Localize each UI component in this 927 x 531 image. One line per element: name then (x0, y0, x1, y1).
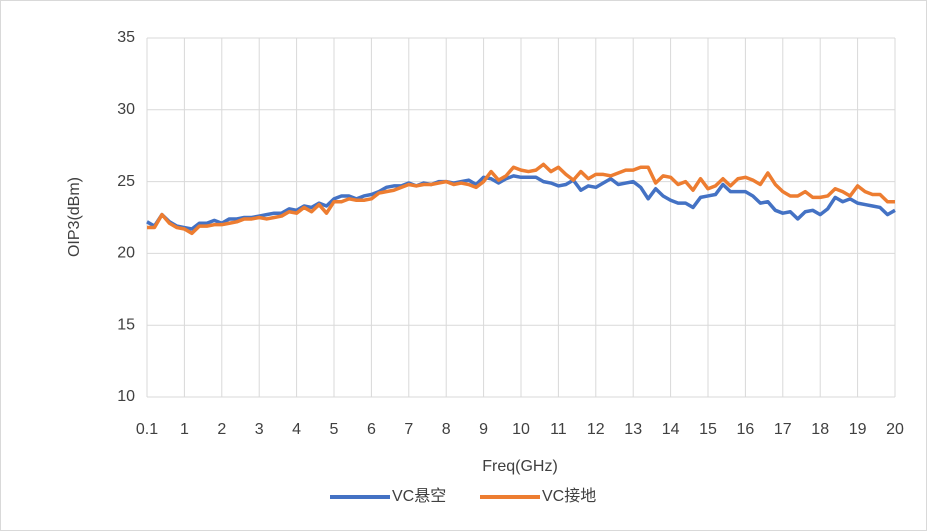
y-tick-label: 10 (117, 388, 135, 405)
x-axis-title: Freq(GHz) (482, 458, 558, 475)
x-tick-label: 0.1 (136, 421, 158, 438)
x-tick-label: 3 (255, 421, 264, 438)
x-tick-label: 6 (367, 421, 376, 438)
x-tick-label: 9 (479, 421, 488, 438)
legend-label: VC悬空 (392, 487, 446, 505)
data-line (146, 174, 896, 231)
y-tick-label: 30 (117, 101, 135, 118)
x-tick-label: 8 (442, 421, 451, 438)
x-tick-label: 19 (849, 421, 867, 438)
x-tick-label: 14 (662, 421, 680, 438)
y-axis-title: OIP3(dBm) (66, 177, 83, 257)
x-tick-label: 4 (292, 421, 301, 438)
x-tick-label: 20 (886, 421, 904, 438)
x-tick-label: 2 (217, 421, 226, 438)
y-tick-label: 25 (117, 173, 135, 190)
x-tick-label: 7 (404, 421, 413, 438)
x-tick-label: 15 (699, 421, 717, 438)
x-tick-label: 1 (180, 421, 189, 438)
legend-label: VC接地 (542, 487, 596, 505)
y-tick-label: 35 (117, 29, 135, 46)
x-tick-label: 18 (811, 421, 829, 438)
x-tick-label: 10 (512, 421, 530, 438)
x-tick-label: 12 (587, 421, 605, 438)
x-tick-label: 16 (737, 421, 755, 438)
x-tick-label: 17 (774, 421, 792, 438)
y-tick-label: 15 (117, 316, 135, 333)
x-tick-label: 11 (550, 421, 567, 438)
x-tick-label: 13 (624, 421, 642, 438)
y-tick-label: 20 (117, 245, 135, 262)
data-line (147, 162, 895, 236)
x-tick-label: 5 (330, 421, 339, 438)
